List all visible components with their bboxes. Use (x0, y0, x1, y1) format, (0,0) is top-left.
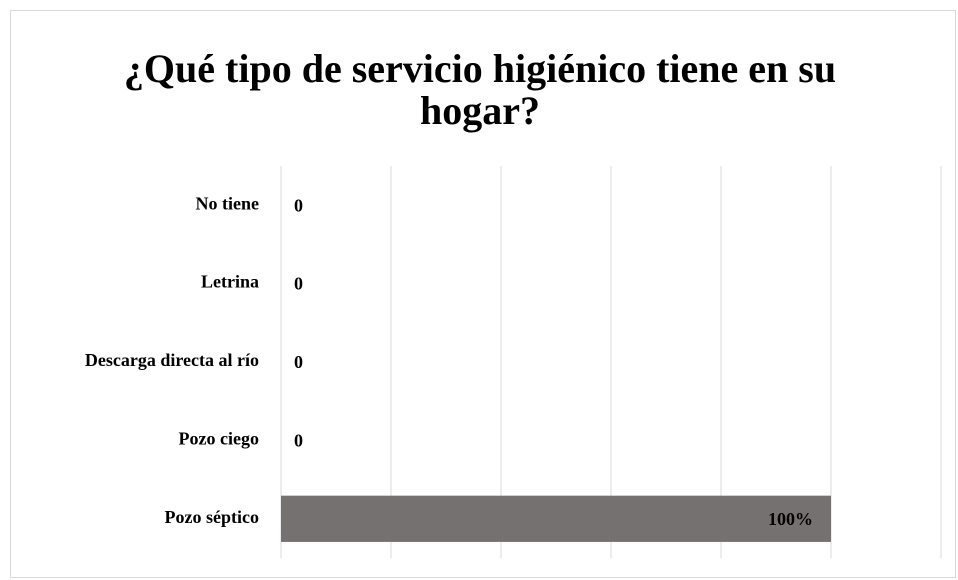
bar (281, 495, 831, 542)
y-tick-label: Pozo ciego (179, 429, 259, 449)
value-label: 0 (294, 352, 303, 372)
chart-frame (10, 10, 956, 578)
y-tick-label: No tiene (196, 193, 259, 213)
y-tick-label: Pozo séptico (165, 507, 259, 527)
value-label: 0 (294, 195, 303, 215)
y-tick-label: Descarga directa al río (85, 350, 259, 370)
value-label: 0 (294, 431, 303, 451)
value-label: 0 (294, 274, 303, 294)
y-tick-label: Letrina (201, 272, 259, 292)
chart-title: ¿Qué tipo de servicio higiénico tiene en… (123, 46, 837, 133)
value-label: 100% (768, 509, 813, 529)
